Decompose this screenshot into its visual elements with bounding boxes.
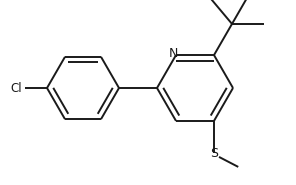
Text: N: N	[168, 47, 178, 60]
Text: S: S	[210, 147, 218, 160]
Text: Cl: Cl	[10, 82, 22, 95]
